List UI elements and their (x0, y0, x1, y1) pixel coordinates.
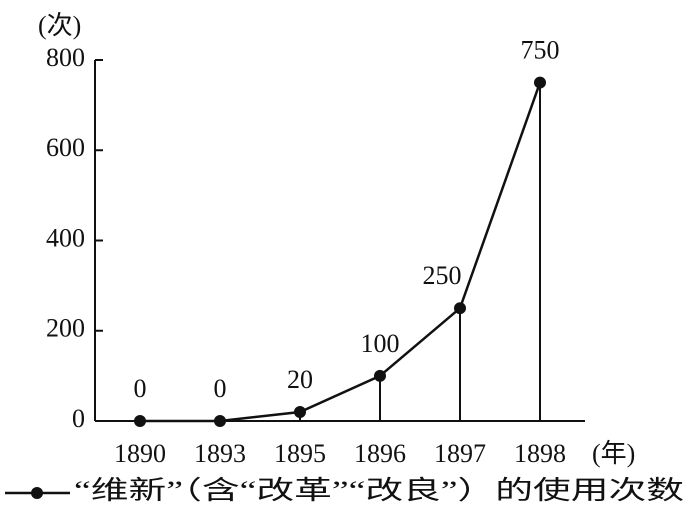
legend-label: “维新”（含“改革”“改良”）的使用次数 (74, 476, 684, 505)
data-point (214, 415, 226, 427)
y-tick-label: 0 (72, 404, 85, 433)
data-point (534, 76, 546, 89)
series-line (140, 82, 542, 423)
data-point (374, 369, 386, 382)
x-tick-label: 1890 (114, 439, 166, 468)
data-label: 20 (287, 365, 313, 394)
data-point (454, 302, 466, 315)
x-tick-label: 1895 (274, 439, 326, 468)
legend-marker (31, 487, 43, 499)
data-label: 0 (214, 374, 227, 403)
data-point (294, 405, 306, 418)
data-label: 250 (423, 261, 462, 290)
data-label: 750 (521, 36, 560, 65)
y-tick-label: 800 (46, 43, 85, 72)
x-axis-label: (年) (592, 439, 635, 468)
data-label: 100 (361, 329, 400, 358)
data-label: 0 (134, 374, 147, 403)
y-tick-label: 200 (46, 314, 85, 343)
x-tick-label: 1893 (194, 439, 246, 468)
x-tick-label: 1898 (514, 439, 566, 468)
y-tick-label: 400 (46, 223, 85, 252)
y-axis-label: (次) (38, 11, 81, 40)
data-point (134, 415, 146, 427)
x-tick-label: 1896 (354, 439, 406, 468)
y-tick-label: 600 (46, 133, 85, 162)
x-tick-label: 1897 (434, 439, 486, 468)
